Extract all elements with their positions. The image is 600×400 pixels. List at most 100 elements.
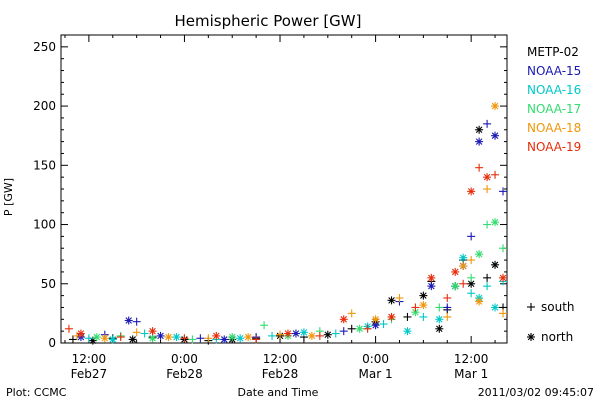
data-point [291,329,300,338]
legend-entry: NOAA-18 [527,121,581,135]
data-point [196,334,205,343]
y-tick-label: 250 [33,40,56,54]
data-point [180,334,189,343]
data-point [467,187,476,196]
legend-entry: NOAA-15 [527,64,581,78]
data-point [128,335,137,344]
series-noaa-15 [76,119,508,344]
series-noaa-19 [64,163,508,344]
data-point [68,335,77,344]
data-point [403,327,412,336]
data-point [483,119,492,128]
data-point [403,312,412,321]
data-points [64,102,508,345]
y-tick-label: 50 [41,277,56,291]
data-point [491,170,500,179]
data-point [204,334,213,343]
x-tick-label-time: 0:00 [362,352,389,366]
data-point [499,244,508,253]
series-metp-02 [68,125,508,345]
legend-entry: NOAA-16 [527,83,581,97]
y-tick-label: 0 [48,336,56,350]
data-point [499,273,508,282]
x-tick-label-time: 12:00 [72,352,107,366]
data-point [483,185,492,193]
series-noaa-18 [72,102,508,343]
data-point [435,315,444,324]
data-point [331,329,340,338]
plot-frame [60,34,508,344]
data-point [451,282,460,291]
data-point [315,331,324,340]
data-point [252,335,261,344]
data-point [475,250,484,259]
legend-entry: NOAA-19 [527,140,581,154]
data-point [387,312,396,321]
data-point [148,327,157,336]
data-point [491,218,500,227]
data-point [427,273,436,282]
marker-legend-symbol [527,303,535,311]
data-point [371,315,380,324]
data-point [411,303,420,312]
data-point [491,260,500,269]
data-point [483,220,492,229]
data-point [363,324,372,333]
data-point [395,293,404,302]
legend-entry: NOAA-17 [527,102,581,116]
y-tick-label: 150 [33,158,56,172]
data-point [387,296,396,305]
plot-credit: Plot: CCMC [6,386,67,399]
data-point [475,137,484,146]
data-point [84,334,93,343]
data-point [491,303,500,312]
marker-legend-label: south [541,300,575,314]
x-tick-label-time: 0:00 [171,352,198,366]
data-point [124,316,133,325]
data-point [299,328,308,337]
x-tick-label-time: 12:00 [263,352,298,366]
data-point [475,125,484,134]
data-point [92,333,101,342]
x-tick-label-date: Mar 1 [359,367,393,381]
data-point [459,279,468,288]
data-point [443,293,452,302]
data-point [148,334,157,343]
timestamp: 2011/03/02 09:45:07 [478,386,594,399]
data-point [483,282,492,291]
data-point [467,256,476,265]
data-point [435,303,444,312]
data-point [76,329,85,338]
data-point [339,315,348,324]
chart-title: Hemispheric Power [GW] [175,12,362,30]
data-point [100,334,109,343]
x-tick-label-date: Feb28 [166,367,203,381]
data-point [419,312,428,321]
data-point [435,324,444,333]
data-point [188,335,197,344]
y-tick-label: 200 [33,99,56,113]
data-point [419,301,428,310]
data-point [347,324,356,333]
data-point [164,333,173,342]
data-point [467,273,476,282]
data-point [475,163,484,172]
marker-legend-label: north [541,330,573,344]
data-point [379,320,388,329]
data-point [347,309,356,318]
marker-legend: south north [527,300,575,344]
data-point [499,309,508,318]
data-point [140,329,149,338]
data-point [499,187,508,196]
data-point [220,335,229,344]
data-point [236,334,245,343]
x-tick-label-date: Mar 1 [454,367,488,381]
x-tick-label-date: Feb27 [71,367,108,381]
data-point [467,232,476,241]
data-point [108,335,117,344]
data-point [268,331,277,340]
data-point [467,289,476,298]
data-point [491,102,500,111]
